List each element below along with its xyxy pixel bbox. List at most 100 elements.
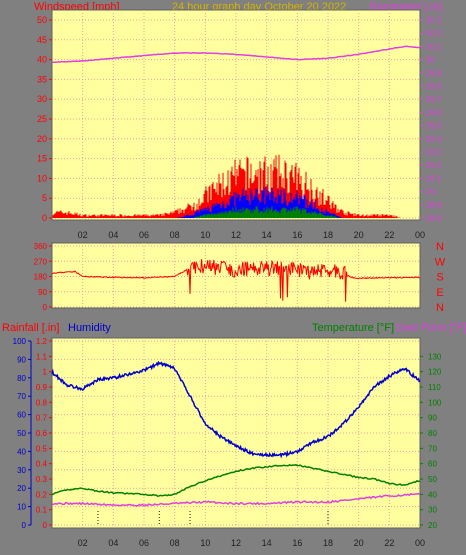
time-tick-label: 14 xyxy=(262,538,272,548)
barometer-tick-label: 29 xyxy=(426,188,435,197)
rainfall-tick-label: 1.1 xyxy=(36,352,48,361)
compass-label: S xyxy=(436,272,443,284)
windspeed-tick-label: 50 xyxy=(37,15,47,25)
temperature-tick-label: 90 xyxy=(428,414,437,423)
dewpoint-axis-title: Dew Point [°F] xyxy=(396,322,466,334)
humidity-axis-title: Humidity xyxy=(68,322,111,334)
temperature-tick-label: 40 xyxy=(428,490,437,499)
barometer-tick-label: 30 xyxy=(426,56,435,65)
humidity-tick-label: 70 xyxy=(17,392,26,401)
rainfall-tick-label: 1 xyxy=(43,368,48,377)
windspeed-tick-label: 0 xyxy=(42,213,47,223)
time-tick-label: 02 xyxy=(78,538,88,548)
barometer-tick-label: 30.1 xyxy=(426,42,442,51)
temperature-tick-label: 70 xyxy=(428,444,437,453)
time-tick-label: 22 xyxy=(384,230,394,240)
climate-time-axis: 02 04 06 08 10 12 14 16 18 20 22 00 xyxy=(78,538,425,548)
direction-tick-label: 180 xyxy=(34,273,48,282)
barometer-line xyxy=(51,45,421,64)
windspeed-tick-label: 35 xyxy=(37,74,47,84)
humidity-tick-label: 90 xyxy=(17,355,26,364)
direction-grid xyxy=(52,243,420,308)
barometer-tick-label: 29.2 xyxy=(426,161,442,170)
windspeed-tick-label: 15 xyxy=(37,154,47,164)
rainfall-tick-label: 0.6 xyxy=(36,429,48,438)
barometer-tick-label: 30.2 xyxy=(426,29,442,38)
rainfall-tick-label: 0.7 xyxy=(36,414,48,423)
rainfall-tick-label: 0.3 xyxy=(36,475,48,484)
time-tick-label: 16 xyxy=(292,230,302,240)
barometer-tick-label: 29.1 xyxy=(426,174,442,183)
humidity-tick-label: 20 xyxy=(17,484,26,493)
wind-direction-line xyxy=(51,259,421,302)
humidity-tick-label: 10 xyxy=(17,503,26,512)
time-tick-label: 02 xyxy=(78,230,88,240)
windspeed-axis: 0 5 10 15 20 25 30 35 40 45 50 xyxy=(37,15,52,223)
barometer-tick-label: 29.3 xyxy=(426,148,442,157)
temperature-axis-title: Temperature [°F] xyxy=(312,322,394,334)
time-tick-label: 12 xyxy=(231,230,241,240)
barometer-tick-label: 29.9 xyxy=(426,69,442,78)
windspeed-tick-label: 20 xyxy=(37,134,47,144)
direction-tick-label: 270 xyxy=(34,257,48,266)
wind-time-axis: 02 04 06 08 10 12 14 16 18 20 22 00 xyxy=(78,230,425,240)
time-tick-label: 20 xyxy=(354,538,364,548)
time-tick-label: 22 xyxy=(384,538,394,548)
rainfall-axis-title: Rainfall [.in] xyxy=(2,322,59,334)
time-tick-label: 08 xyxy=(170,538,180,548)
time-tick-label: 18 xyxy=(323,230,333,240)
temperature-tick-label: 50 xyxy=(428,475,437,484)
humidity-tick-label: 0 xyxy=(22,521,27,530)
humidity-tick-label: 80 xyxy=(17,374,26,383)
temperature-tick-label: 130 xyxy=(428,352,442,361)
time-tick-label: 20 xyxy=(354,230,364,240)
temperature-tick-label: 30 xyxy=(428,506,437,515)
barometer-tick-label: 29.7 xyxy=(426,95,442,104)
windspeed-tick-label: 40 xyxy=(37,55,47,65)
temperature-line xyxy=(51,463,421,498)
time-tick-label: 10 xyxy=(200,230,210,240)
rainfall-tick-label: 0.1 xyxy=(36,506,48,515)
humidity-tick-label: 100 xyxy=(13,337,27,346)
temperature-tick-label: 60 xyxy=(428,460,437,469)
time-tick-label: 06 xyxy=(139,230,149,240)
barometer-tick-label: 29.8 xyxy=(426,82,442,91)
rain-markers xyxy=(97,511,329,525)
rainfall-tick-label: 0.9 xyxy=(36,383,48,392)
windspeed-tick-label: 45 xyxy=(37,35,47,45)
barometer-axis: 28.8 28.9 29 29.1 29.2 29.3 29.4 29.5 29.6 29.7 29… xyxy=(420,16,442,223)
temperature-tick-label: 120 xyxy=(428,368,442,377)
barometer-tick-label: 28.9 xyxy=(426,201,442,210)
temperature-axis: 20 30 40 50 60 70 80 90 100 110 120 130 xyxy=(420,352,442,530)
rainfall-tick-label: 0.4 xyxy=(36,460,48,469)
temperature-tick-label: 100 xyxy=(428,398,442,407)
barometer-tick-label: 29.5 xyxy=(426,122,442,131)
humidity-axis: 0 10 20 30 40 50 60 70 80 90 100 xyxy=(13,337,32,530)
time-tick-label: 16 xyxy=(292,538,302,548)
direction-axis: 0 90 180 270 360 xyxy=(34,242,52,312)
rainfall-tick-label: 1.2 xyxy=(36,337,48,346)
time-tick-label: 08 xyxy=(170,230,180,240)
compass-label: E xyxy=(436,287,443,299)
direction-tick-label: 0 xyxy=(43,303,48,312)
humidity-tick-label: 30 xyxy=(17,466,26,475)
windspeed-tick-label: 30 xyxy=(37,94,47,104)
humidity-tick-label: 60 xyxy=(17,411,26,420)
time-tick-label: 14 xyxy=(262,230,272,240)
compass-label: W xyxy=(435,256,446,268)
time-tick-label: 04 xyxy=(108,230,118,240)
climate-grid xyxy=(52,338,420,528)
windspeed-tick-label: 10 xyxy=(37,173,47,183)
rainfall-tick-label: 0 xyxy=(43,521,48,530)
humidity-tick-label: 40 xyxy=(17,447,26,456)
time-tick-label: 00 xyxy=(415,230,425,240)
barometer-tick-label: 29.6 xyxy=(426,108,442,117)
time-tick-label: 06 xyxy=(139,538,149,548)
windspeed-tick-label: 25 xyxy=(37,114,47,124)
direction-tick-label: 360 xyxy=(34,242,48,251)
compass-label: N xyxy=(436,241,444,253)
time-tick-label: 10 xyxy=(200,538,210,548)
humidity-tick-label: 50 xyxy=(17,429,26,438)
